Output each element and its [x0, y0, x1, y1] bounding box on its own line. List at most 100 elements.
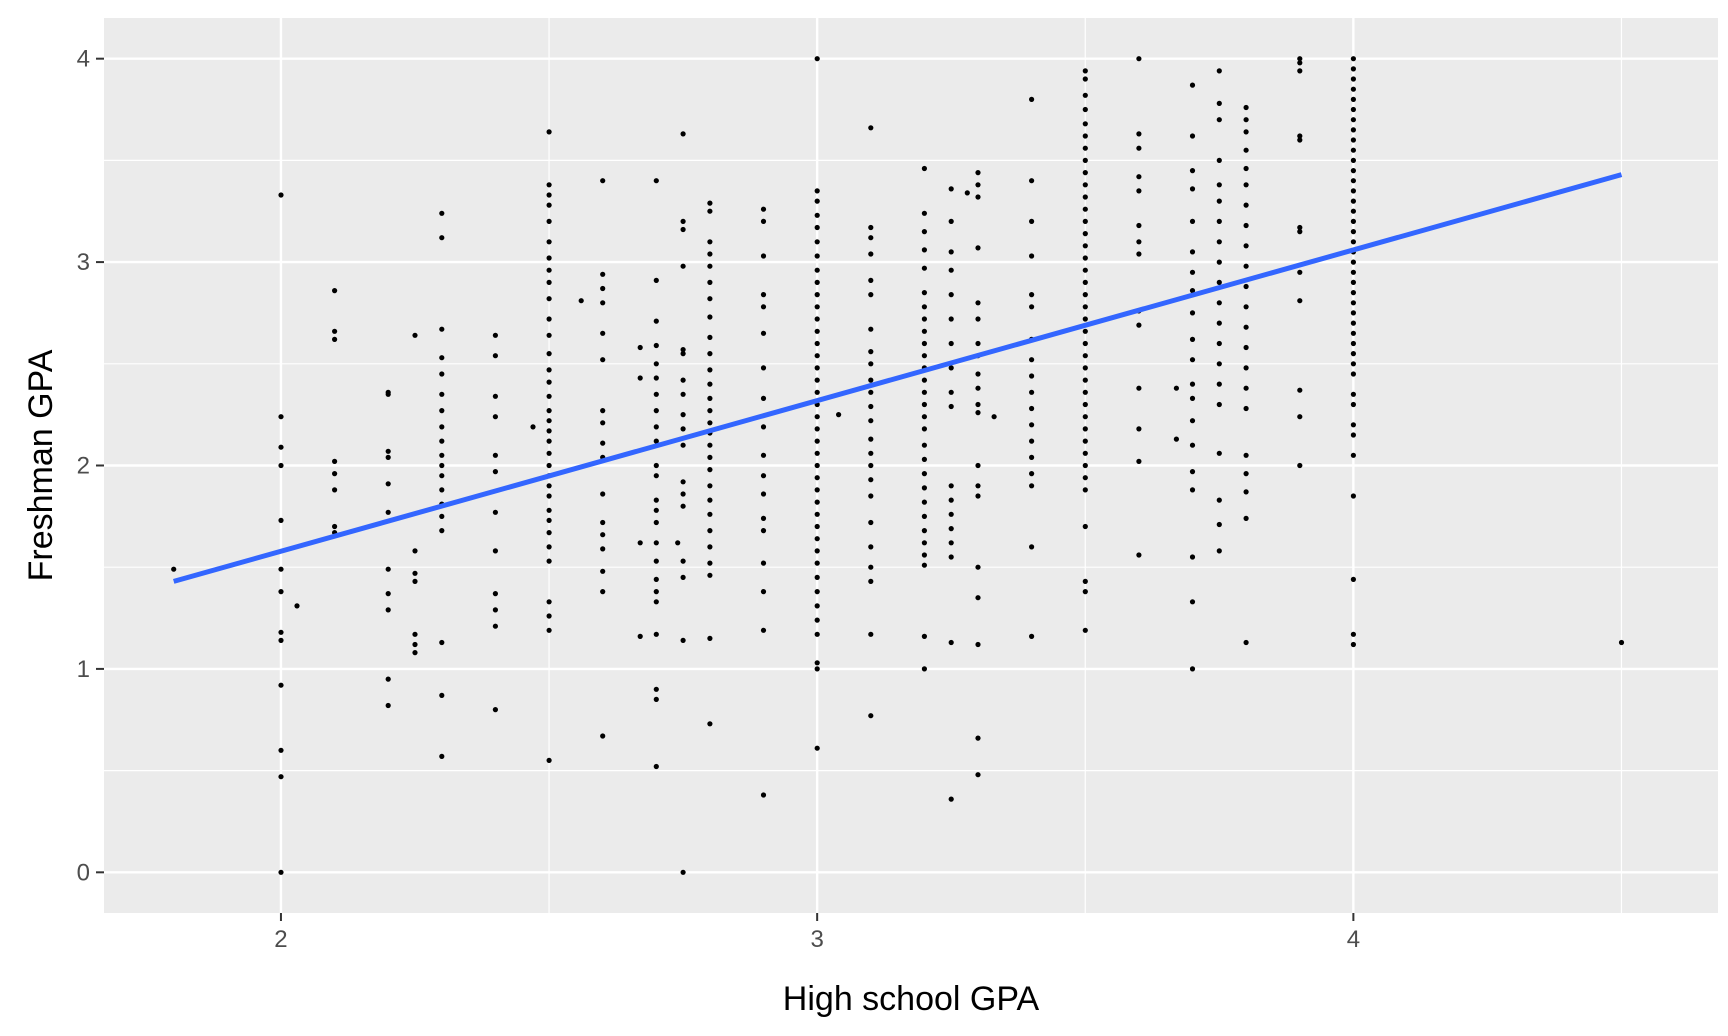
data-point — [385, 391, 391, 397]
data-point — [760, 473, 767, 479]
data-point — [1243, 344, 1249, 351]
data-point — [600, 178, 606, 184]
data-point — [814, 365, 820, 371]
data-point — [680, 558, 686, 564]
data-point — [1082, 106, 1088, 113]
data-point — [1082, 414, 1088, 420]
data-point — [707, 408, 713, 414]
data-point — [975, 483, 981, 489]
data-point — [1243, 365, 1249, 371]
data-point — [760, 292, 767, 298]
data-point — [546, 450, 552, 456]
data-point — [921, 210, 928, 216]
data-point — [868, 251, 874, 257]
data-point — [439, 528, 445, 534]
data-point — [921, 666, 928, 672]
data-point — [385, 509, 391, 515]
data-point — [492, 353, 498, 359]
data-point — [680, 637, 686, 644]
data-point — [385, 454, 391, 460]
data-point — [948, 365, 954, 371]
data-point — [921, 426, 928, 432]
data-point — [600, 491, 606, 497]
data-point — [868, 349, 874, 355]
data-point — [1618, 639, 1625, 646]
data-point — [653, 361, 659, 367]
data-point — [1297, 137, 1303, 143]
data-point — [385, 448, 391, 454]
data-point — [707, 279, 713, 285]
data-point — [707, 367, 713, 373]
data-point — [814, 292, 820, 298]
data-point — [975, 401, 981, 408]
data-point — [1082, 487, 1088, 493]
data-point — [814, 340, 820, 347]
data-point — [814, 511, 820, 517]
data-point — [385, 702, 391, 709]
data-point — [1082, 243, 1088, 249]
data-point — [921, 633, 928, 640]
data-point — [1029, 253, 1035, 259]
data-point — [675, 540, 681, 546]
data-point — [760, 515, 767, 522]
data-point — [546, 613, 552, 619]
data-point — [653, 599, 659, 605]
y-axis: 0 1 2 3 4 — [77, 46, 104, 886]
data-point — [975, 340, 981, 347]
data-point — [332, 487, 338, 493]
data-point — [653, 473, 659, 479]
data-point — [921, 552, 928, 558]
data-point — [814, 188, 820, 194]
data-point — [1029, 357, 1035, 363]
data-point — [868, 450, 874, 456]
data-point — [653, 438, 659, 444]
data-point — [1243, 283, 1249, 290]
data-point — [385, 676, 391, 682]
data-point — [814, 462, 820, 469]
data-point — [1082, 578, 1088, 585]
data-point — [707, 497, 713, 503]
data-point — [1082, 76, 1088, 82]
data-point — [760, 365, 767, 371]
data-point — [653, 462, 659, 469]
data-point — [492, 607, 498, 613]
data-point — [1350, 432, 1356, 438]
data-point — [653, 424, 659, 430]
data-point — [868, 292, 874, 298]
data-point — [760, 218, 767, 224]
data-point — [332, 328, 338, 334]
data-point — [1243, 471, 1249, 477]
data-point — [1243, 385, 1249, 391]
data-point — [814, 212, 820, 218]
data-point — [760, 424, 767, 430]
data-point — [707, 381, 713, 387]
data-point — [975, 316, 981, 322]
data-point — [439, 235, 445, 241]
data-point — [707, 351, 713, 357]
data-point — [1350, 147, 1356, 153]
data-point — [278, 566, 284, 572]
data-point — [948, 497, 954, 503]
data-point — [921, 265, 928, 271]
data-point — [1350, 188, 1356, 194]
data-point — [546, 507, 552, 513]
data-point — [868, 389, 874, 395]
data-point — [1243, 104, 1249, 111]
data-point — [948, 186, 954, 192]
data-point — [921, 471, 928, 477]
data-point — [1297, 462, 1303, 469]
data-point — [1350, 198, 1356, 204]
data-point — [1189, 310, 1196, 316]
data-point — [653, 342, 659, 349]
data-point — [439, 408, 445, 414]
data-point — [868, 477, 874, 483]
data-point — [546, 418, 552, 424]
data-point — [1082, 194, 1088, 200]
data-point — [921, 389, 928, 395]
data-point — [278, 414, 284, 420]
data-point — [1216, 239, 1222, 245]
data-point — [653, 763, 659, 770]
data-point — [1350, 106, 1356, 113]
data-point — [332, 288, 338, 294]
